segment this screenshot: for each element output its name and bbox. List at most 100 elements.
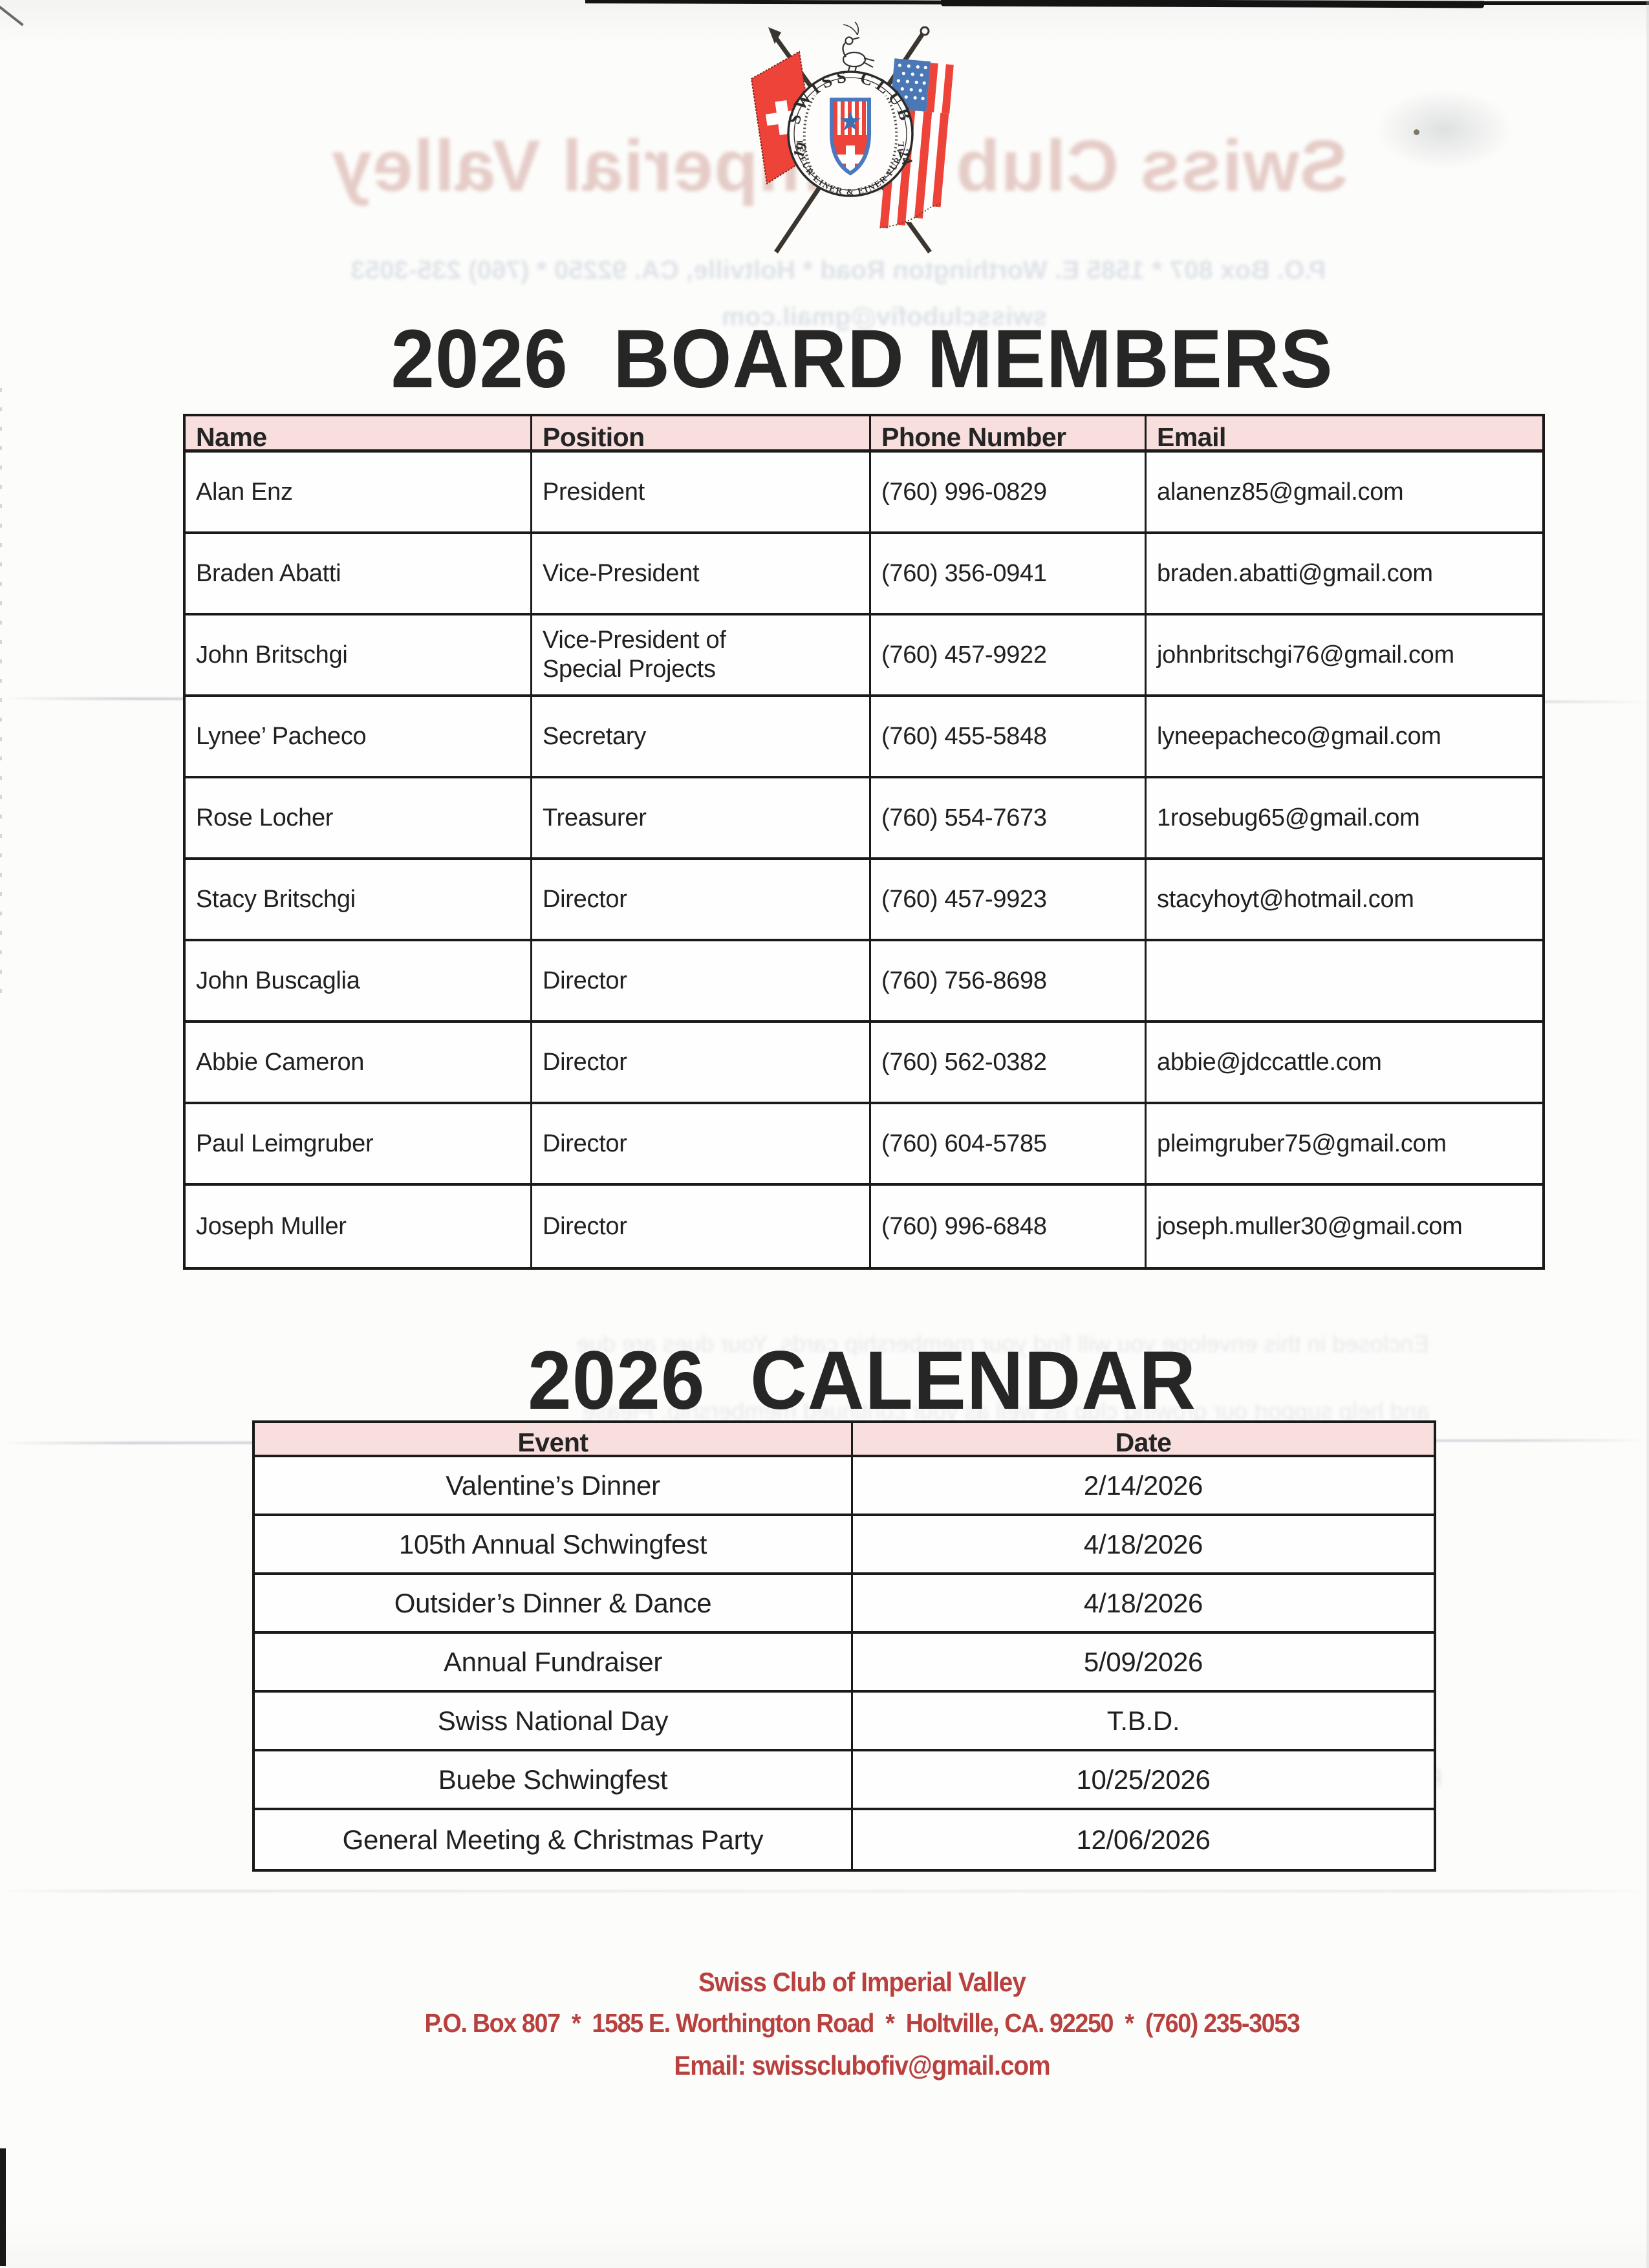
- board-cell-name: Paul Leimgruber: [186, 1104, 532, 1183]
- board-cell-position: Director: [532, 860, 871, 939]
- board-cell-email: stacyhoyt@hotmail.com: [1157, 885, 1414, 913]
- board-cell-name: Joseph Muller: [186, 1186, 532, 1267]
- board-cell-name: Braden Abatti: [186, 534, 532, 613]
- calendar-table-header: Event Date: [255, 1423, 1434, 1457]
- table-row: Outsider’s Dinner & Dance 4/18/2026: [255, 1575, 1434, 1634]
- calendar-cell-date: 10/25/2026: [1076, 1764, 1211, 1795]
- column-header-name: Name: [186, 416, 532, 452]
- calendar-table: Event Date Valentine’s Dinner 2/14/2026 10…: [252, 1420, 1436, 1872]
- table-row: Abbie Cameron Director (760) 562-0382 abbie…: [186, 1023, 1542, 1104]
- calendar-cell-event: General Meeting & Christmas Party: [255, 1810, 853, 1869]
- board-cell-email: lyneepacheco@gmail.com: [1157, 722, 1441, 750]
- board-cell-position: Vice-President of Special Projects: [532, 615, 871, 694]
- board-cell-phone: (760) 457-9922: [871, 615, 1147, 694]
- board-cell-name: Rose Locher: [186, 778, 532, 857]
- table-row: 105th Annual Schwingfest 4/18/2026: [255, 1516, 1434, 1575]
- calendar-cell-event: Buebe Schwingfest: [255, 1751, 853, 1808]
- column-header-event: Event: [255, 1423, 853, 1457]
- shield-crest-icon: [830, 98, 871, 176]
- scan-artifact-edge-strip: [0, 2148, 6, 2266]
- calendar-table-body: Valentine’s Dinner 2/14/2026 105th Annual …: [255, 1457, 1434, 1869]
- calendar-cell-event: Outsider’s Dinner & Dance: [255, 1575, 853, 1631]
- scan-artifact-top-strip: [1481, 1, 1649, 5]
- board-cell-phone: (760) 554-7673: [871, 778, 1147, 857]
- board-cell-position: President: [532, 453, 871, 531]
- board-cell-position: Vice-President: [532, 534, 871, 613]
- calendar-cell-date: 2/14/2026: [1083, 1470, 1203, 1501]
- table-row: Annual Fundraiser 5/09/2026: [255, 1634, 1434, 1693]
- board-cell-phone: (760) 604-5785: [871, 1104, 1147, 1183]
- scan-smudge-dot: [1414, 129, 1419, 135]
- board-cell-phone: (760) 457-9923: [871, 860, 1147, 939]
- board-cell-name: Lynee’ Pacheco: [186, 697, 532, 776]
- paper-fold-crease: [0, 1890, 1649, 1892]
- board-cell-email: [1147, 941, 1542, 1020]
- board-cell-email: pleimgruber75@gmail.com: [1157, 1129, 1447, 1157]
- footer-email-line: Email: swissclubofiv@gmail.com: [674, 2050, 1050, 2081]
- column-header-phone: Phone Number: [871, 416, 1147, 452]
- calendar-cell-event: Valentine’s Dinner: [255, 1457, 853, 1514]
- bird-icon: [842, 21, 875, 73]
- board-cell-phone: (760) 562-0382: [871, 1023, 1147, 1102]
- board-cell-email: braden.abatti@gmail.com: [1157, 559, 1433, 587]
- table-row: Lynee’ Pacheco Secretary (760) 455-5848 lyn…: [186, 697, 1542, 778]
- board-cell-position: Director: [532, 1023, 871, 1102]
- board-cell-phone: (760) 455-5848: [871, 697, 1147, 776]
- table-row: John Buscaglia Director (760) 756-8698: [186, 941, 1542, 1023]
- table-row: Buebe Schwingfest 10/25/2026: [255, 1751, 1434, 1810]
- scan-smudge: [1376, 89, 1512, 170]
- board-cell-position: Treasurer: [532, 778, 871, 857]
- board-cell-email: johnbritschgi76@gmail.com: [1157, 641, 1454, 669]
- column-header-email: Email: [1157, 422, 1226, 452]
- board-cell-phone: (760) 996-6848: [871, 1186, 1147, 1267]
- table-row: Braden Abatti Vice-President (760) 356-094…: [186, 534, 1542, 615]
- board-cell-phone: (760) 356-0941: [871, 534, 1147, 613]
- calendar-cell-date: 4/18/2026: [1083, 1528, 1203, 1559]
- table-row: Stacy Britschgi Director (760) 457-9923 sta…: [186, 860, 1542, 941]
- table-row: Swiss National Day T.B.D.: [255, 1693, 1434, 1751]
- board-cell-position: Secretary: [532, 697, 871, 776]
- column-header-position: Position: [532, 416, 871, 452]
- board-cell-name: Alan Enz: [186, 453, 532, 531]
- table-row: Joseph Muller Director (760) 996-6848 josep…: [186, 1186, 1542, 1267]
- table-row: Alan Enz President (760) 996-0829 alanenz85…: [186, 453, 1542, 534]
- scan-artifact-edge-speckles: [0, 388, 2, 1002]
- calendar-cell-event: Annual Fundraiser: [255, 1634, 853, 1690]
- board-members-table: Name Position Phone Number Email Alan En…: [183, 414, 1545, 1270]
- board-cell-name: Abbie Cameron: [186, 1023, 532, 1102]
- board-cell-phone: (760) 756-8698: [871, 941, 1147, 1020]
- board-cell-name: Stacy Britschgi: [186, 860, 532, 939]
- swiss-club-seal-logo: SWISS CLUB ALLE FUR EINER & EINER FUR AL…: [737, 14, 954, 254]
- calendar-cell-event: 105th Annual Schwingfest: [255, 1516, 853, 1572]
- board-cell-name: John Buscaglia: [186, 941, 532, 1020]
- calendar-cell-date: T.B.D.: [1106, 1705, 1180, 1736]
- board-cell-name: John Britschgi: [186, 615, 532, 694]
- footer-club-name: Swiss Club of Imperial Valley: [698, 1967, 1026, 1997]
- footer-address-line: P.O. Box 807 * 1585 E. Worthington Road …: [424, 2008, 1300, 2038]
- calendar-cell-date: 5/09/2026: [1083, 1646, 1203, 1677]
- calendar-title: 2026 CALENDAR: [528, 1334, 1196, 1427]
- table-row: John Britschgi Vice-President of Special …: [186, 615, 1542, 697]
- board-table-header: Name Position Phone Number Email: [186, 416, 1542, 453]
- board-table-body: Alan Enz President (760) 996-0829 alanenz85…: [186, 453, 1542, 1267]
- us-flag-icon: [879, 58, 954, 229]
- column-header-date: Date: [1115, 1428, 1172, 1457]
- table-row: Paul Leimgruber Director (760) 604-5785 ple…: [186, 1104, 1542, 1186]
- board-cell-position: Director: [532, 1186, 871, 1267]
- board-members-title: 2026 BOARD MEMBERS: [391, 313, 1333, 405]
- table-row: Rose Locher Treasurer (760) 554-7673 1roseb…: [186, 778, 1542, 860]
- board-cell-position: Director: [532, 941, 871, 1020]
- board-cell-phone: (760) 996-0829: [871, 453, 1147, 531]
- board-cell-email: joseph.muller30@gmail.com: [1157, 1212, 1463, 1240]
- calendar-cell-date: 4/18/2026: [1083, 1587, 1203, 1618]
- calendar-cell-event: Swiss National Day: [255, 1693, 853, 1749]
- footer-contact-block: Swiss Club of Imperial Valley P.O. Box 8…: [103, 1967, 1621, 2081]
- table-row: General Meeting & Christmas Party 12/06/2…: [255, 1810, 1434, 1869]
- scan-artifact-right-edge: [1646, 0, 1649, 2268]
- board-cell-email: 1rosebug65@gmail.com: [1157, 804, 1420, 831]
- table-row: Valentine’s Dinner 2/14/2026: [255, 1457, 1434, 1516]
- board-cell-position: Director: [532, 1104, 871, 1183]
- calendar-cell-date: 12/06/2026: [1076, 1824, 1211, 1855]
- board-cell-email: alanenz85@gmail.com: [1157, 478, 1404, 506]
- board-cell-email: abbie@jdccattle.com: [1157, 1048, 1382, 1076]
